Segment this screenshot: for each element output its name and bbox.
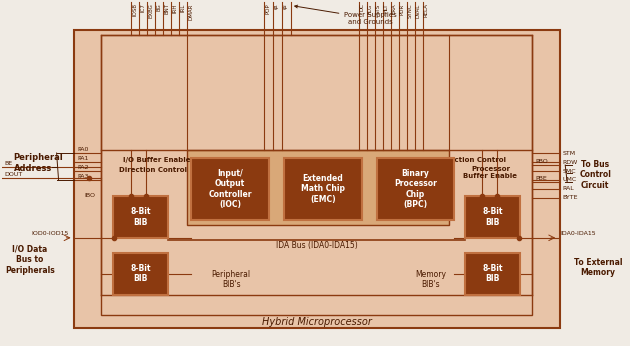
- Text: RELA: RELA: [423, 3, 428, 17]
- Text: STM: STM: [562, 151, 575, 156]
- Text: 8-Bit
BIB: 8-Bit BIB: [130, 207, 151, 227]
- Text: Direction Control: Direction Control: [438, 157, 507, 163]
- Bar: [284, 158, 362, 220]
- Text: IOD0-IOD15: IOD0-IOD15: [32, 231, 69, 236]
- Text: PA2: PA2: [77, 165, 89, 170]
- Text: IRH: IRH: [172, 3, 177, 13]
- Text: PDR: PDR: [399, 3, 404, 15]
- Text: UMC: UMC: [562, 177, 576, 182]
- Text: EXBG: EXBG: [148, 3, 153, 18]
- Text: Power Supplies
and Grounds: Power Supplies and Grounds: [295, 5, 397, 25]
- Text: DC: DC: [360, 3, 365, 11]
- Text: 8-Bit
BIB: 8-Bit BIB: [482, 264, 503, 283]
- Text: DVAL: DVAL: [416, 3, 421, 18]
- Bar: [466, 196, 520, 238]
- Text: To Bus
Control
Circuit: To Bus Control Circuit: [579, 160, 611, 190]
- Text: Peripheral
BIB's: Peripheral BIB's: [212, 270, 251, 289]
- Text: IOSB: IOSB: [132, 3, 137, 17]
- Text: PBO: PBO: [536, 159, 548, 164]
- Text: IRL: IRL: [180, 3, 185, 12]
- Text: PA0: PA0: [77, 147, 89, 152]
- Text: RDW: RDW: [562, 160, 578, 165]
- Text: PA3: PA3: [77, 174, 89, 179]
- Bar: [74, 30, 560, 328]
- Text: Extended
Math Chip
(EMC): Extended Math Chip (EMC): [301, 174, 345, 204]
- Text: 8-Bit
BIB: 8-Bit BIB: [482, 207, 503, 227]
- Text: Processor
Buffer Enable: Processor Buffer Enable: [464, 165, 517, 179]
- Text: φ₁: φ₁: [274, 3, 279, 9]
- Text: Peripheral
Address: Peripheral Address: [14, 153, 64, 173]
- Text: Control
Signals: Control Signals: [297, 177, 338, 199]
- Text: BG: BG: [156, 3, 161, 11]
- Bar: [101, 35, 532, 315]
- Text: IDA0-IDA15: IDA0-IDA15: [560, 231, 596, 236]
- Bar: [192, 158, 269, 220]
- Text: SMC: SMC: [562, 169, 576, 173]
- Bar: [466, 253, 520, 295]
- Text: 8-Bit
BIB: 8-Bit BIB: [130, 264, 151, 283]
- Text: IDA Bus (IDA0-IDA15): IDA Bus (IDA0-IDA15): [276, 241, 358, 250]
- Text: φ₂: φ₂: [283, 3, 288, 9]
- Text: DMAR: DMAR: [188, 3, 193, 20]
- Text: IBO: IBO: [84, 193, 95, 198]
- Text: I/O Buffer Enable: I/O Buffer Enable: [123, 157, 190, 163]
- Text: Memory
BIB's: Memory BIB's: [415, 270, 446, 289]
- Text: SYNC: SYNC: [408, 3, 413, 18]
- Text: I/O Data
Bus to
Peripherals: I/O Data Bus to Peripherals: [5, 245, 55, 275]
- Text: PA1: PA1: [77, 156, 89, 161]
- Bar: [187, 150, 449, 225]
- Bar: [377, 158, 454, 220]
- Text: PBE: PBE: [536, 176, 547, 181]
- Text: STS: STS: [375, 3, 381, 14]
- Text: ERA: ERA: [392, 3, 397, 14]
- Text: BYTE: BYTE: [562, 195, 578, 200]
- Bar: [113, 253, 168, 295]
- Text: DOUT: DOUT: [5, 172, 23, 177]
- Text: FLG: FLG: [368, 3, 373, 14]
- Text: Direction Control: Direction Control: [119, 167, 187, 173]
- Text: To External
Memory: To External Memory: [574, 258, 622, 277]
- Bar: [113, 196, 168, 238]
- Text: POP: POP: [265, 3, 270, 14]
- Text: IC7: IC7: [140, 3, 146, 12]
- Text: Hybrid Microprocessor: Hybrid Microprocessor: [262, 317, 372, 327]
- Text: Binary
Processor
Chip
(BPC): Binary Processor Chip (BPC): [394, 169, 437, 209]
- Text: HLT: HLT: [384, 3, 389, 13]
- Text: Input/
Output
Controller
(IOC): Input/ Output Controller (IOC): [209, 169, 252, 209]
- Text: RAL: RAL: [562, 186, 574, 191]
- Text: BNT: BNT: [164, 3, 169, 15]
- Text: BE: BE: [5, 161, 13, 166]
